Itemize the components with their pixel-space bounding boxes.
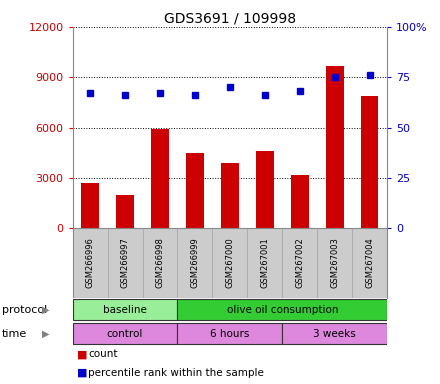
Text: ▶: ▶ — [42, 305, 49, 314]
Bar — [177, 300, 387, 320]
Text: GSM267000: GSM267000 — [225, 238, 235, 288]
Text: time: time — [2, 329, 27, 339]
Text: GSM266998: GSM266998 — [155, 238, 165, 288]
Text: GSM267001: GSM267001 — [260, 238, 269, 288]
Bar — [256, 151, 274, 228]
Bar — [186, 153, 204, 228]
Bar — [291, 175, 308, 228]
Text: 3 weeks: 3 weeks — [313, 329, 356, 339]
Bar — [282, 323, 387, 344]
Text: protocol: protocol — [2, 305, 48, 314]
Text: GSM267002: GSM267002 — [295, 238, 304, 288]
Bar — [352, 228, 387, 298]
Text: count: count — [88, 349, 117, 359]
Bar — [221, 163, 238, 228]
Text: olive oil consumption: olive oil consumption — [227, 305, 338, 314]
Text: GSM266997: GSM266997 — [121, 238, 129, 288]
Bar — [361, 96, 378, 228]
Text: GSM266996: GSM266996 — [85, 238, 95, 288]
Text: control: control — [107, 329, 143, 339]
Bar — [116, 195, 134, 228]
Bar — [177, 228, 213, 298]
Bar — [282, 228, 317, 298]
Text: GSM266999: GSM266999 — [191, 238, 199, 288]
Text: 6 hours: 6 hours — [210, 329, 249, 339]
Bar — [177, 323, 282, 344]
Bar — [73, 300, 177, 320]
Text: ■: ■ — [77, 349, 88, 359]
Bar — [213, 228, 247, 298]
Text: GSM267004: GSM267004 — [365, 238, 374, 288]
Bar — [107, 228, 143, 298]
Bar — [247, 228, 282, 298]
Text: ▶: ▶ — [42, 329, 49, 339]
Bar — [151, 129, 169, 228]
Bar — [73, 323, 177, 344]
Text: GSM267003: GSM267003 — [330, 238, 339, 288]
Bar — [317, 228, 352, 298]
Title: GDS3691 / 109998: GDS3691 / 109998 — [164, 12, 296, 26]
Bar — [73, 228, 107, 298]
Bar — [326, 66, 344, 228]
Text: ■: ■ — [77, 367, 88, 377]
Text: percentile rank within the sample: percentile rank within the sample — [88, 367, 264, 377]
Bar — [143, 228, 177, 298]
Text: baseline: baseline — [103, 305, 147, 314]
Bar — [81, 183, 99, 228]
